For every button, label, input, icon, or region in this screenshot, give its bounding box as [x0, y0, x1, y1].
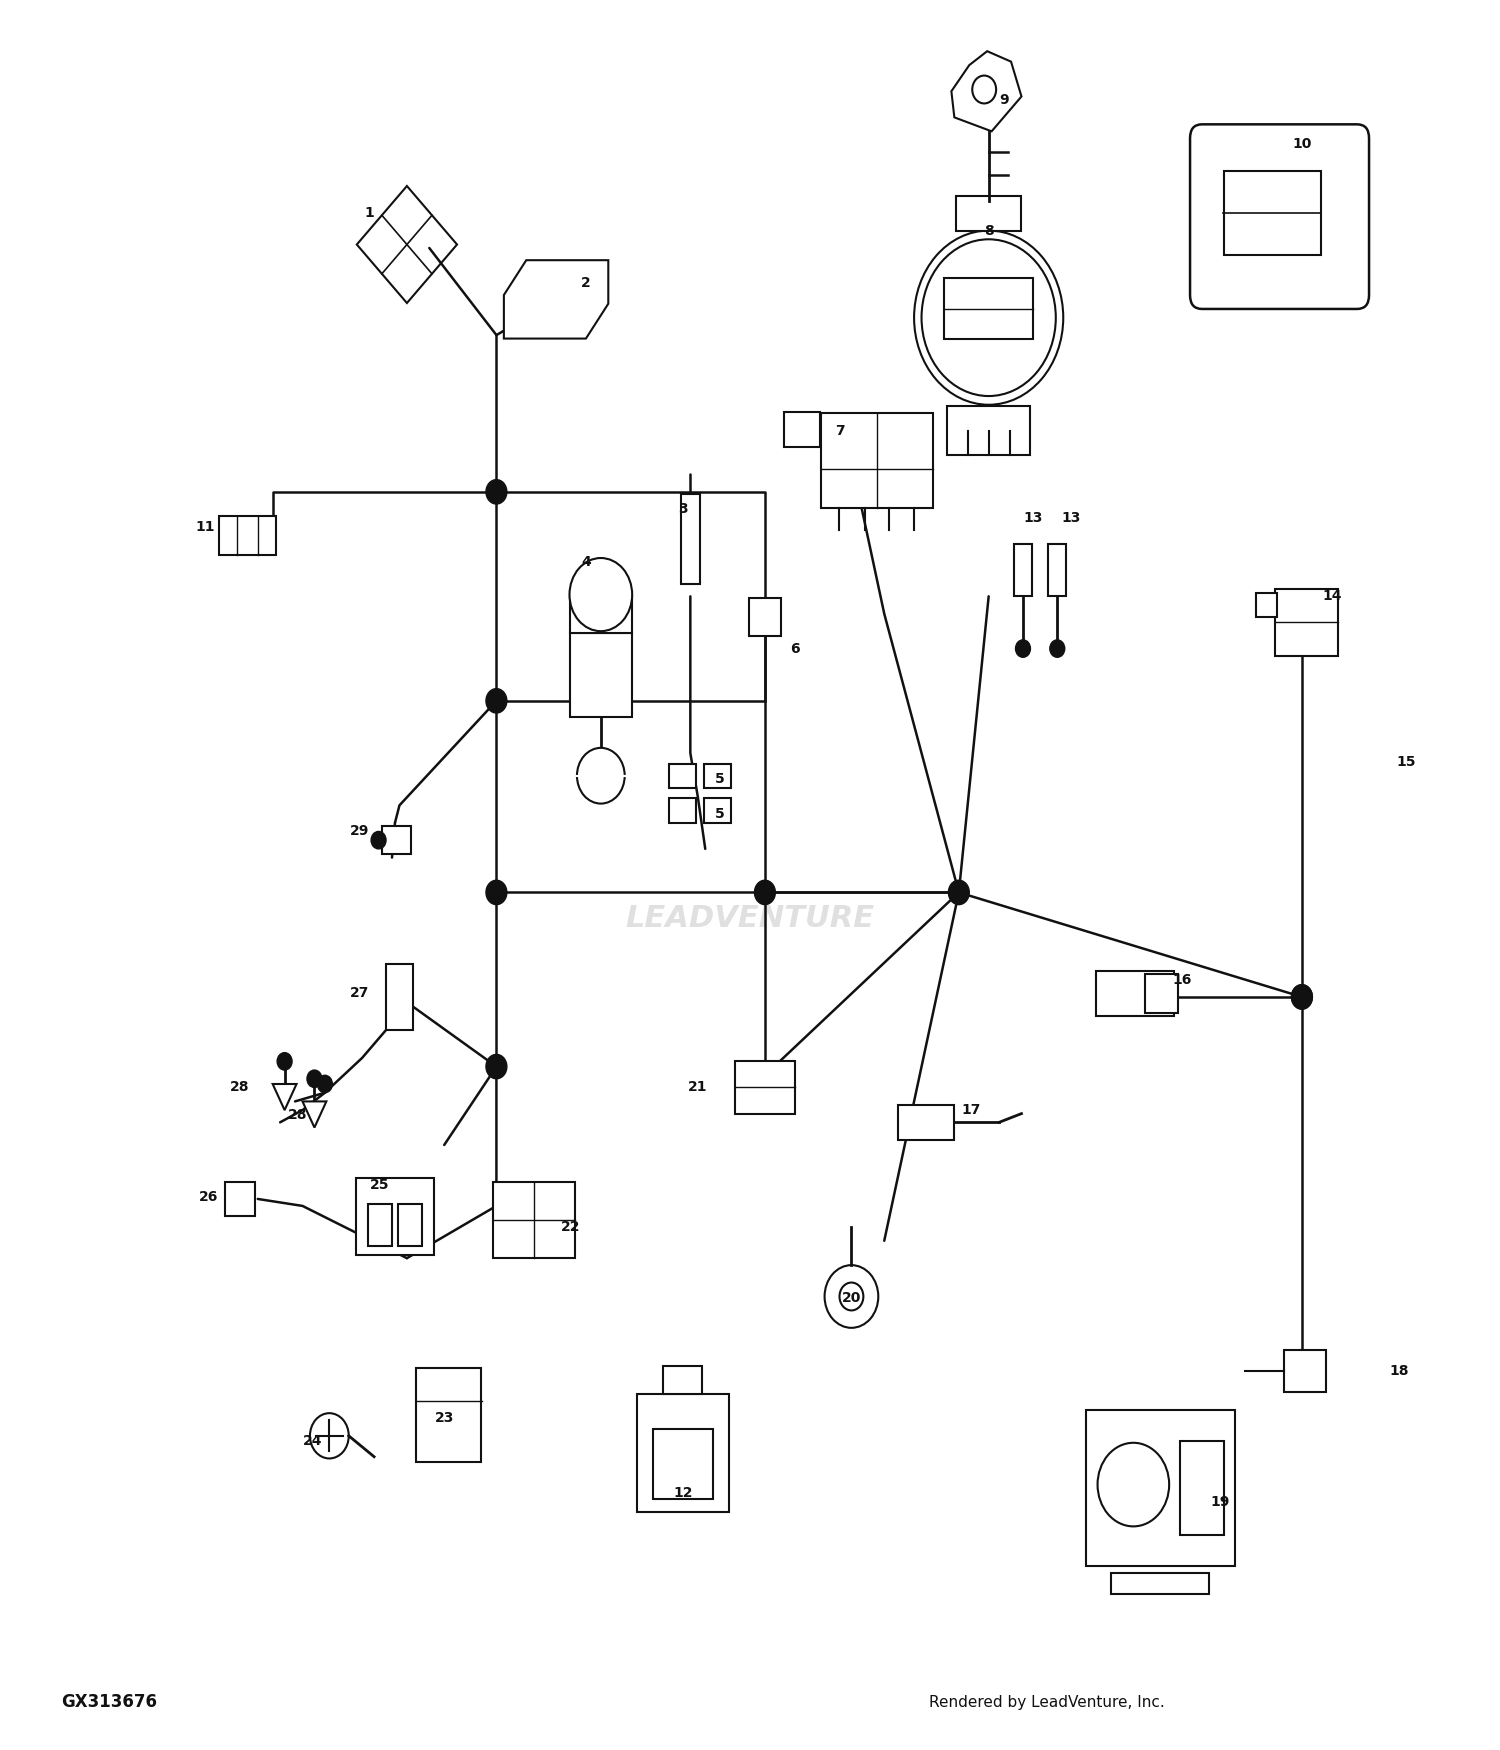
Bar — [1224, 172, 1320, 255]
Bar — [1146, 975, 1178, 1013]
Circle shape — [486, 880, 507, 905]
Text: 11: 11 — [196, 520, 216, 534]
Circle shape — [570, 558, 632, 632]
Text: 24: 24 — [303, 1433, 322, 1447]
Bar — [398, 1204, 422, 1246]
Bar — [570, 595, 632, 633]
Circle shape — [921, 240, 1056, 396]
Text: LEADVENTURE: LEADVENTURE — [626, 905, 874, 933]
Bar — [1014, 544, 1032, 597]
Bar — [381, 826, 411, 854]
Text: 12: 12 — [674, 1486, 693, 1500]
Bar — [492, 1181, 574, 1258]
Bar — [386, 964, 412, 1031]
Text: 15: 15 — [1396, 754, 1416, 768]
Text: GX313676: GX313676 — [62, 1694, 158, 1712]
Circle shape — [1292, 985, 1312, 1010]
Bar — [1256, 593, 1276, 618]
Bar — [821, 413, 933, 509]
Text: 5: 5 — [716, 772, 724, 786]
Text: 9: 9 — [999, 93, 1008, 107]
Bar — [669, 763, 696, 788]
Polygon shape — [273, 1083, 297, 1110]
Text: 20: 20 — [842, 1292, 861, 1306]
Bar — [663, 1367, 702, 1395]
Text: Rendered by LeadVenture, Inc.: Rendered by LeadVenture, Inc. — [928, 1694, 1164, 1710]
Bar — [704, 798, 730, 822]
Text: 14: 14 — [1322, 590, 1341, 604]
Bar — [416, 1368, 482, 1461]
Text: 23: 23 — [435, 1412, 454, 1426]
Circle shape — [578, 747, 624, 803]
Bar — [748, 598, 782, 637]
Text: 21: 21 — [688, 1080, 708, 1094]
Bar — [681, 493, 700, 584]
Text: 28: 28 — [230, 1080, 249, 1094]
Bar — [368, 1204, 392, 1246]
Bar — [652, 1428, 712, 1498]
Polygon shape — [504, 261, 609, 338]
Bar — [946, 406, 1030, 455]
Circle shape — [486, 480, 507, 504]
Bar — [219, 516, 276, 555]
Bar — [570, 634, 632, 716]
Text: 28: 28 — [288, 1108, 308, 1122]
Text: 6: 6 — [790, 642, 800, 656]
Text: 25: 25 — [370, 1178, 390, 1192]
Bar — [1086, 1410, 1234, 1566]
Bar — [784, 411, 820, 446]
Circle shape — [1016, 640, 1031, 658]
Text: 13: 13 — [1023, 511, 1042, 525]
Text: 1: 1 — [364, 206, 375, 220]
Text: 4: 4 — [580, 555, 591, 569]
Text: 10: 10 — [1292, 136, 1311, 150]
Text: 27: 27 — [350, 987, 369, 1001]
Text: 5: 5 — [716, 807, 724, 821]
Text: 29: 29 — [350, 824, 369, 838]
Circle shape — [486, 690, 507, 712]
Circle shape — [754, 880, 776, 905]
Bar — [1284, 1351, 1326, 1393]
Polygon shape — [897, 1104, 954, 1139]
Bar — [944, 278, 1034, 340]
Bar — [356, 1178, 434, 1255]
Text: 16: 16 — [1173, 973, 1192, 987]
Bar — [1275, 590, 1338, 656]
FancyBboxPatch shape — [1190, 124, 1370, 310]
Text: 3: 3 — [678, 502, 687, 516]
Text: 17: 17 — [962, 1102, 981, 1116]
Circle shape — [318, 1074, 333, 1092]
Polygon shape — [951, 51, 1022, 131]
Circle shape — [1292, 985, 1312, 1010]
Bar — [704, 763, 730, 788]
Bar — [1048, 544, 1066, 597]
Circle shape — [370, 831, 386, 849]
Circle shape — [1050, 640, 1065, 658]
Text: 26: 26 — [200, 1190, 217, 1204]
Polygon shape — [303, 1101, 327, 1127]
Circle shape — [278, 1054, 292, 1069]
Bar — [669, 798, 696, 822]
Text: 7: 7 — [834, 424, 844, 438]
Text: 8: 8 — [984, 224, 993, 238]
Text: 2: 2 — [580, 276, 591, 290]
Circle shape — [486, 1055, 507, 1078]
Text: 13: 13 — [1060, 511, 1080, 525]
Text: 18: 18 — [1389, 1365, 1408, 1379]
Bar — [956, 196, 1022, 231]
Bar — [1112, 1573, 1209, 1594]
Bar — [1096, 971, 1173, 1017]
Text: 19: 19 — [1210, 1494, 1230, 1508]
Bar — [636, 1395, 729, 1512]
Bar — [1179, 1440, 1224, 1535]
Bar — [735, 1060, 795, 1113]
Text: 22: 22 — [561, 1220, 580, 1234]
Circle shape — [948, 880, 969, 905]
Bar — [225, 1181, 255, 1216]
Circle shape — [308, 1069, 322, 1087]
